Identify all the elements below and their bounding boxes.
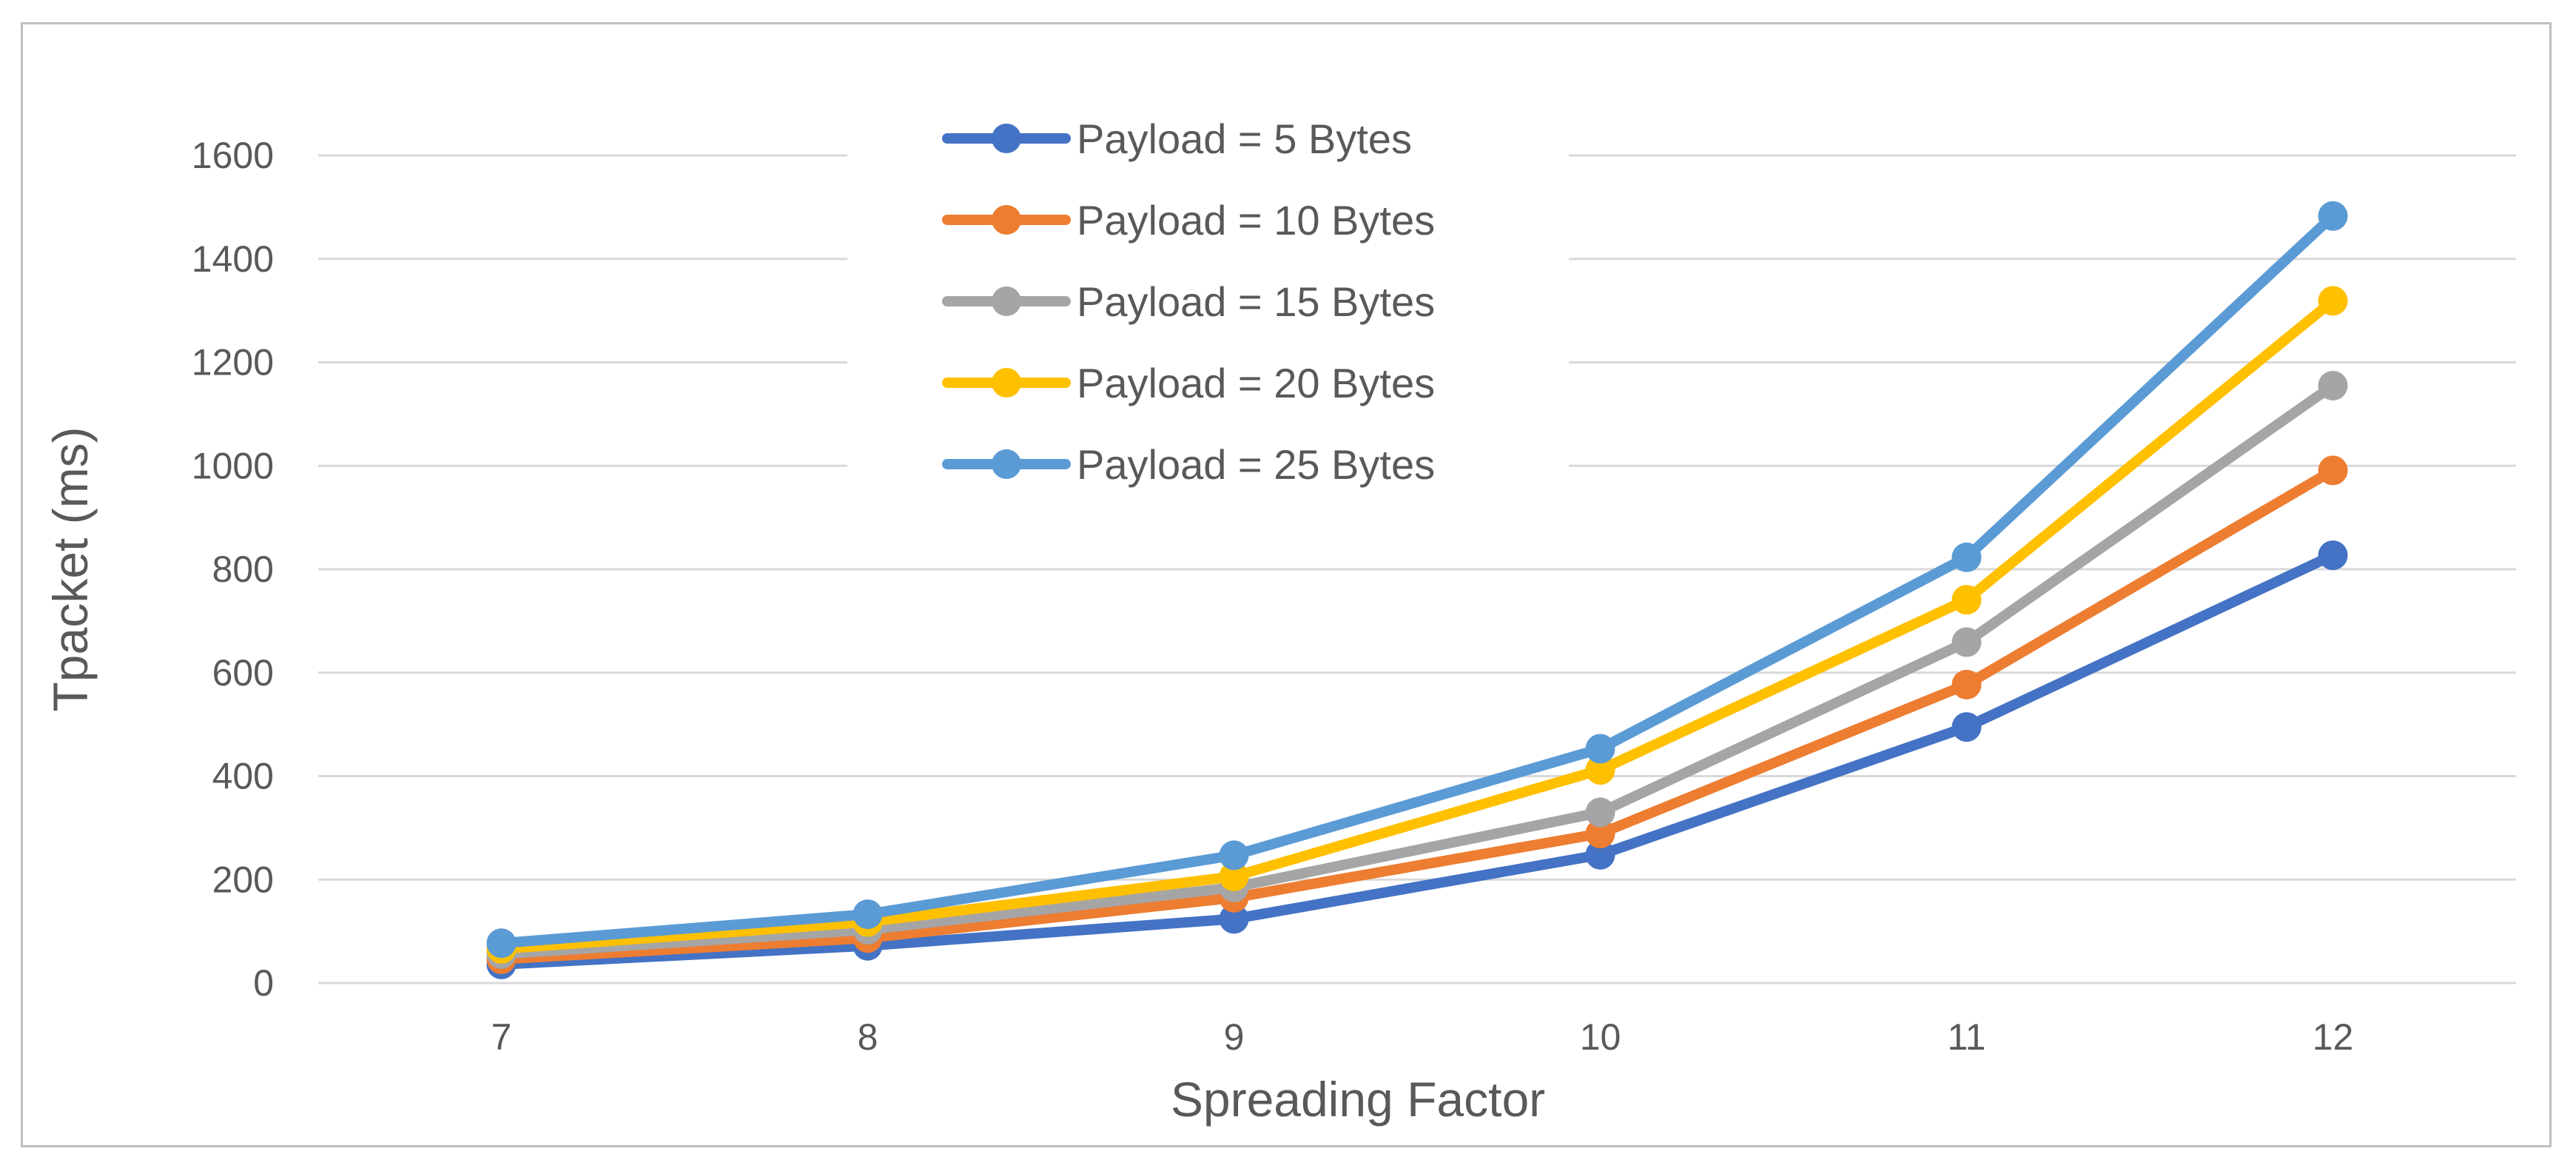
y-tick-label: 200	[212, 859, 274, 900]
series-lines	[486, 201, 2348, 979]
legend-label: Payload = 20 Bytes	[1077, 360, 1435, 406]
data-point	[1219, 840, 1249, 871]
x-axis-title: Spreading Factor	[1171, 1072, 1545, 1127]
x-tick-label: 9	[1224, 1016, 1245, 1058]
legend-swatch-marker	[992, 449, 1021, 479]
y-tick-label: 1400	[192, 238, 274, 280]
data-point	[1585, 755, 1615, 785]
data-point	[1219, 904, 1249, 934]
series-line	[496, 465, 2338, 965]
series-line	[496, 210, 2338, 949]
y-tick-label: 400	[212, 756, 274, 797]
legend-swatch-marker	[992, 205, 1021, 235]
legend-item: Payload = 20 Bytes	[942, 360, 1435, 406]
data-point	[1951, 627, 1982, 657]
legend-item: Payload = 25 Bytes	[942, 441, 1435, 488]
y-tick-labels: 0 200 400 600 800 1000 1200 1400 1600	[192, 135, 274, 1004]
data-point	[1951, 542, 1982, 572]
legend-label: Payload = 25 Bytes	[1077, 441, 1435, 488]
series-line	[496, 380, 2338, 959]
legend-item: Payload = 5 Bytes	[942, 115, 1412, 162]
x-tick-labels: 7 8 9 10 11 12	[491, 1016, 2354, 1058]
data-point	[2318, 540, 2348, 571]
data-point	[852, 899, 883, 930]
y-tick-label: 1000	[192, 445, 274, 486]
data-point	[486, 928, 517, 959]
data-point	[1585, 734, 1615, 764]
y-tick-label: 600	[212, 652, 274, 694]
y-tick-label: 1200	[192, 342, 274, 383]
legend-swatch-marker	[992, 368, 1021, 398]
series-1	[486, 540, 2348, 979]
series-5	[486, 201, 2348, 959]
data-point	[1951, 585, 1982, 615]
data-point	[2318, 286, 2348, 316]
data-point	[1219, 862, 1249, 892]
legend-label: Payload = 15 Bytes	[1077, 278, 1435, 325]
legend-label: Payload = 5 Bytes	[1077, 115, 1412, 162]
legend-item: Payload = 15 Bytes	[942, 278, 1435, 325]
y-tick-label: 0	[253, 962, 274, 1004]
data-point	[1951, 669, 1982, 700]
data-point	[2318, 455, 2348, 486]
x-tick-label: 8	[858, 1016, 878, 1058]
data-point	[2318, 370, 2348, 400]
data-point	[2318, 201, 2348, 231]
legend-swatch-marker	[992, 286, 1021, 316]
legend-item: Payload = 10 Bytes	[942, 197, 1435, 244]
series-line	[496, 295, 2338, 954]
series-2	[486, 455, 2348, 974]
data-point	[1585, 839, 1615, 870]
data-point	[1585, 797, 1615, 828]
x-tick-label: 12	[2313, 1016, 2354, 1058]
series-line	[496, 550, 2338, 970]
x-tick-label: 11	[1948, 1016, 1986, 1058]
legend-label: Payload = 10 Bytes	[1077, 197, 1435, 244]
x-tick-label: 7	[491, 1016, 512, 1058]
x-tick-label: 10	[1580, 1016, 1621, 1058]
y-tick-label: 800	[212, 549, 274, 590]
y-tick-label: 1600	[192, 135, 274, 176]
y-axis-title: Tpacket (ms)	[43, 426, 98, 711]
legend-swatch-marker	[992, 124, 1021, 153]
data-point	[1951, 712, 1982, 742]
data-point	[1585, 819, 1615, 849]
legend: Payload = 5 Bytes Payload = 10 Bytes Paylo…	[942, 115, 1435, 488]
